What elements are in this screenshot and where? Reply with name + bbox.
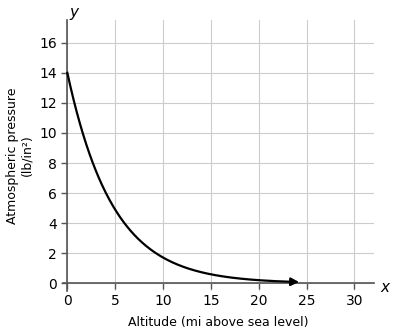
Y-axis label: Atmospheric pressure
(lb/in²): Atmospheric pressure (lb/in²) (6, 87, 34, 224)
Text: x: x (381, 280, 389, 295)
Text: y: y (70, 5, 79, 20)
X-axis label: Altitude (mi above sea level): Altitude (mi above sea level) (128, 316, 308, 329)
